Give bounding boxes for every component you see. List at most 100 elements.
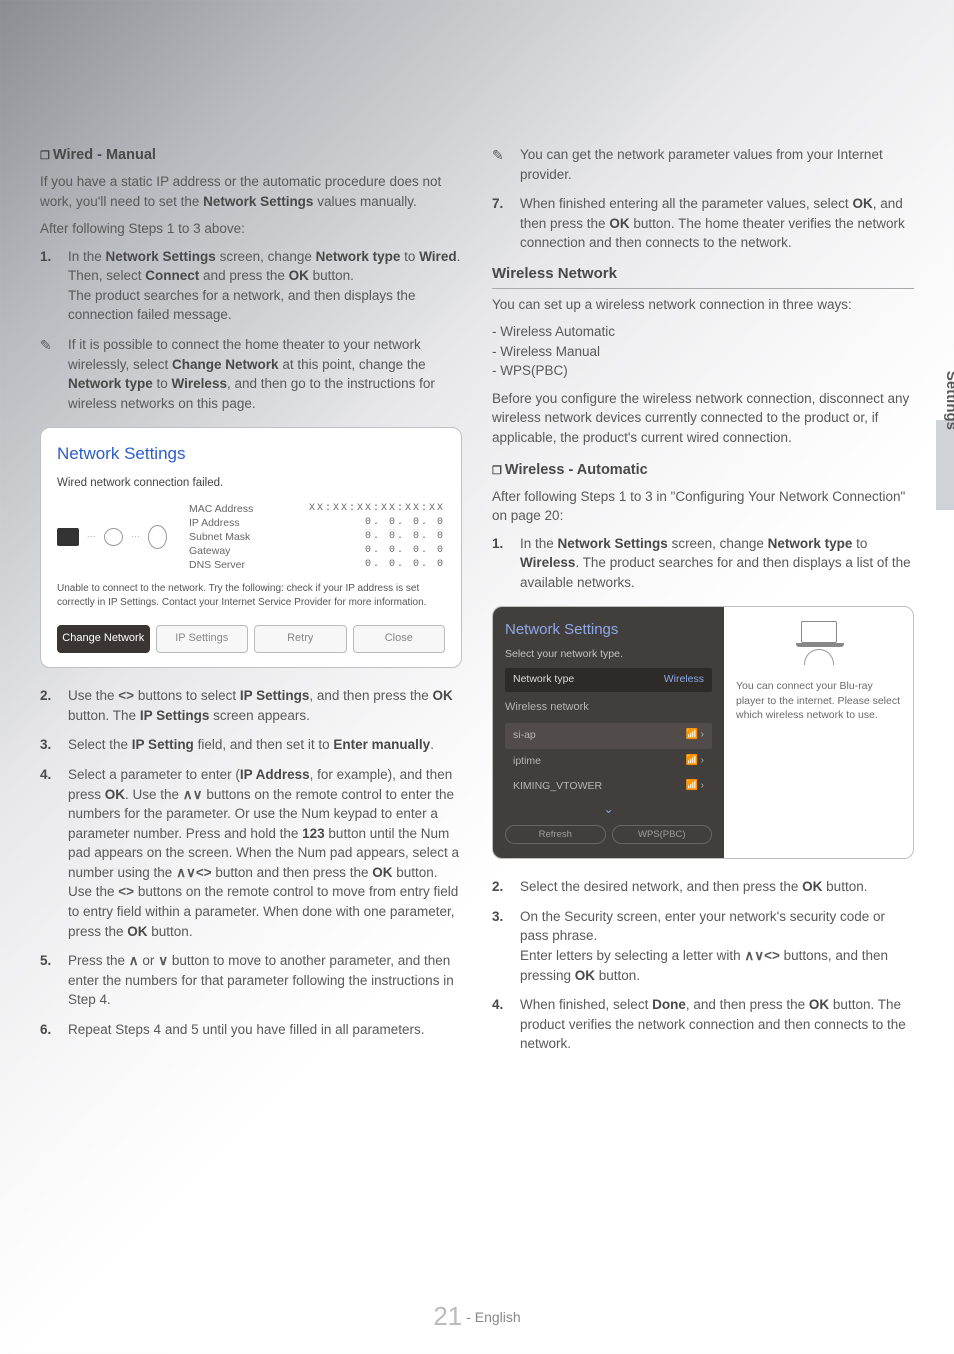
step-text: On the Security screen, enter your netwo… bbox=[520, 907, 914, 985]
t: Network type bbox=[68, 376, 153, 391]
step-number: 2. bbox=[492, 877, 520, 897]
wps-button[interactable]: WPS(PBC) bbox=[612, 825, 713, 845]
retry-button[interactable]: Retry bbox=[254, 625, 347, 653]
change-network-button[interactable]: Change Network bbox=[57, 625, 150, 653]
t: button and then press the bbox=[212, 865, 373, 880]
step-3: 3. On the Security screen, enter your ne… bbox=[492, 907, 914, 985]
dots: ··· bbox=[87, 530, 96, 543]
globe-icon bbox=[148, 525, 167, 549]
heading-wireless-network: Wireless Network bbox=[492, 263, 914, 289]
steps-list-left: 1. In the Network Settings screen, chang… bbox=[40, 247, 462, 325]
network-item-kiming[interactable]: KIMING_VTOWER 📶 › bbox=[505, 774, 712, 799]
t: . The product searches for and then disp… bbox=[520, 555, 911, 590]
t: Network type bbox=[316, 249, 401, 264]
t: OK bbox=[802, 879, 822, 894]
t: IP Settings bbox=[240, 688, 310, 703]
right-help-text: You can connect your Blu-ray player to t… bbox=[736, 679, 901, 722]
t: When finished, select bbox=[520, 997, 652, 1012]
ui-buttons: Change Network IP Settings Retry Close bbox=[57, 625, 445, 653]
arrow-icons: <> bbox=[118, 688, 134, 703]
step-1: 1. In the Network Settings screen, chang… bbox=[40, 247, 462, 325]
chevron-down-icon[interactable]: ⌄ bbox=[505, 801, 712, 818]
step-5: 5. Press the ∧ or ∨ button to move to an… bbox=[40, 951, 462, 1010]
t: Wireless bbox=[172, 376, 227, 391]
t: Done bbox=[652, 997, 686, 1012]
field-label: Gateway bbox=[189, 544, 269, 558]
step-text: When finished entering all the parameter… bbox=[520, 194, 914, 253]
page-number: 21 - English bbox=[433, 1298, 520, 1336]
way-item: WPS(PBC) bbox=[492, 361, 914, 381]
network-item-siap[interactable]: si-ap📶 › bbox=[505, 723, 712, 748]
t: Press the bbox=[68, 953, 129, 968]
step-text: Use the <> buttons to select IP Settings… bbox=[68, 686, 462, 725]
step-6: 6. Repeat Steps 4 and 5 until you have f… bbox=[40, 1020, 462, 1040]
text: values manually. bbox=[313, 194, 416, 209]
field-label: MAC Address bbox=[189, 502, 269, 516]
page-num-value: 21 bbox=[433, 1301, 462, 1331]
field-value: XX:XX:XX:XX:XX:XX bbox=[309, 502, 445, 516]
step-4: 4. Select a parameter to enter (IP Addre… bbox=[40, 765, 462, 941]
item-label: KIMING_VTOWER bbox=[513, 779, 602, 794]
note-text: You can get the network parameter values… bbox=[520, 145, 914, 184]
steps-wireless-auto: 1. In the Network Settings screen, chang… bbox=[492, 534, 914, 593]
step-4: 4. When finished, select Done, and then … bbox=[492, 995, 914, 1054]
t: or bbox=[139, 953, 159, 968]
t: IP Settings bbox=[140, 708, 210, 723]
step-text: Select a parameter to enter (IP Address,… bbox=[68, 765, 462, 941]
ui2-title: Network Settings bbox=[505, 619, 712, 641]
item-label: iptime bbox=[513, 754, 541, 769]
way-item: Wireless Automatic bbox=[492, 322, 914, 342]
step-2: 2. Select the desired network, and then … bbox=[492, 877, 914, 897]
network-type-bar[interactable]: Network type Wireless bbox=[505, 668, 712, 691]
screenshot-wireless-select: Network Settings Select your network typ… bbox=[492, 606, 914, 859]
side-tab-bg bbox=[936, 420, 954, 510]
page-lang: English bbox=[475, 1309, 521, 1325]
step-text: Repeat Steps 4 and 5 until you have fill… bbox=[68, 1020, 462, 1040]
t: buttons to select bbox=[134, 688, 240, 703]
t: Enter letters by selecting a letter with bbox=[520, 948, 744, 963]
field-label: IP Address bbox=[189, 516, 269, 530]
t: When finished entering all the parameter… bbox=[520, 196, 852, 211]
t: Wired bbox=[419, 249, 456, 264]
intro-para-2: After following Steps 1 to 3 above: bbox=[40, 219, 462, 239]
wireless-auto-intro: After following Steps 1 to 3 in "Configu… bbox=[492, 487, 914, 526]
arrow-icon: ∨ bbox=[158, 953, 168, 968]
signal-icon: 📶 › bbox=[685, 779, 704, 794]
page-content: Wired - Manual If you have a static IP a… bbox=[0, 0, 954, 1094]
t: Wireless bbox=[520, 555, 575, 570]
t: Enter manually bbox=[333, 737, 430, 752]
item-label: si-ap bbox=[513, 728, 536, 743]
network-item-iptime[interactable]: iptime📶 › bbox=[505, 749, 712, 774]
t: IP Setting bbox=[132, 737, 194, 752]
step-number: 2. bbox=[40, 686, 68, 725]
dots: ··· bbox=[131, 530, 140, 543]
ip-settings-button[interactable]: IP Settings bbox=[156, 625, 249, 653]
t: at this point, change the bbox=[279, 357, 426, 372]
t: OK bbox=[852, 196, 872, 211]
laptop-icon bbox=[801, 621, 837, 643]
refresh-button[interactable]: Refresh bbox=[505, 825, 606, 845]
close-button[interactable]: Close bbox=[353, 625, 446, 653]
t: OK bbox=[609, 216, 629, 231]
step-text: Select the desired network, and then pre… bbox=[520, 877, 914, 897]
wireless-network-label: Wireless network bbox=[505, 700, 712, 716]
t: OK bbox=[809, 997, 829, 1012]
wireless-pre-config: Before you configure the wireless networ… bbox=[492, 389, 914, 448]
step-1: 1. In the Network Settings screen, chang… bbox=[492, 534, 914, 593]
t: IP Address bbox=[240, 767, 310, 782]
step-number: 1. bbox=[492, 534, 520, 593]
t: to bbox=[400, 249, 419, 264]
text-strong: Network Settings bbox=[203, 194, 313, 209]
field-value: 0. 0. 0. 0 bbox=[365, 558, 445, 572]
note-isp: You can get the network parameter values… bbox=[492, 145, 914, 184]
arrow-icons: ∧∨ bbox=[183, 787, 203, 802]
step-text: In the Network Settings screen, change N… bbox=[520, 534, 914, 593]
t: screen, change bbox=[668, 536, 768, 551]
ui2-left-panel: Network Settings Select your network typ… bbox=[493, 607, 724, 858]
t: screen appears. bbox=[209, 708, 310, 723]
step-text: Press the ∧ or ∨ button to move to anoth… bbox=[68, 951, 462, 1010]
step-number: 5. bbox=[40, 951, 68, 1010]
note-wireless-alt: If it is possible to connect the home th… bbox=[40, 335, 462, 413]
t: to bbox=[852, 536, 867, 551]
steps-wireless-auto-2: 2. Select the desired network, and then … bbox=[492, 877, 914, 1054]
